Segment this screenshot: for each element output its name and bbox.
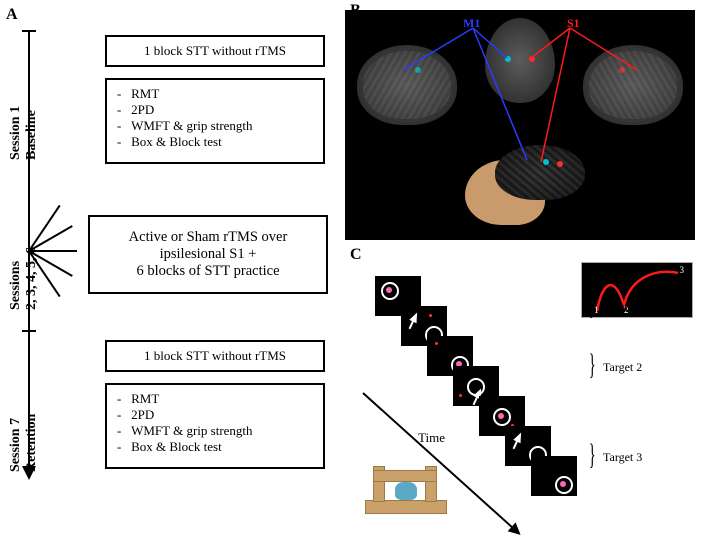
- assess-item: - Box & Block test: [117, 134, 313, 150]
- box-rtms-practice: Active or Sham rTMS over ipsilesional S1…: [88, 215, 328, 294]
- assess-item: - Box & Block test: [117, 439, 313, 455]
- movement-arrow-icon: [513, 431, 524, 443]
- assess-item-text: Box & Block test: [131, 134, 222, 149]
- next-target-dot: [459, 394, 462, 397]
- m1-label: M1: [463, 16, 480, 31]
- box-assess-retention: - RMT - 2PD - WMFT & grip strength - Box…: [105, 383, 325, 469]
- assess-item: - 2PD: [117, 407, 313, 423]
- assess-item: - WMFT & grip strength: [117, 118, 313, 134]
- panel-a: Session 1Baseline Sessions2, 3, 4, 5, 6 …: [0, 0, 340, 523]
- cursor-dot: [498, 413, 504, 419]
- device-crossbar: [373, 470, 437, 482]
- brace-icon: }: [589, 290, 596, 320]
- assess-item-text: WMFT & grip strength: [131, 118, 252, 133]
- fan-line: [28, 205, 60, 252]
- timeline-tick-session7: [22, 330, 36, 332]
- assess-item-text: 2PD: [131, 102, 154, 117]
- side-label-session1: Session 1Baseline: [8, 106, 40, 160]
- s1-label: S1: [567, 16, 580, 31]
- device-mouse: [395, 482, 417, 500]
- task-step: [531, 456, 577, 496]
- box-assess-baseline: - RMT - 2PD - WMFT & grip strength - Box…: [105, 78, 325, 164]
- target-label: Target 2: [603, 360, 642, 375]
- device-base: [365, 500, 447, 514]
- assess-item-text: WMFT & grip strength: [131, 423, 252, 438]
- traj-num-3: 3: [680, 265, 685, 275]
- side-label-sessions-mid: Sessions2, 3, 4, 5, 6: [8, 247, 40, 310]
- assess-item: - WMFT & grip strength: [117, 423, 313, 439]
- box-mid-l3: 6 blocks of STT practice: [100, 263, 316, 280]
- box-mid-l1: Active or Sham rTMS over: [100, 229, 316, 246]
- box-stt-retention-text: 1 block STT without rTMS: [144, 348, 286, 364]
- side-label-session7-text: Session 7Retention: [8, 414, 39, 472]
- manipulandum-device: [365, 458, 445, 514]
- brace-icon: }: [589, 350, 596, 380]
- assess-item-text: Box & Block test: [131, 439, 222, 454]
- target-label: Target 1: [603, 300, 642, 315]
- box-stt-baseline: 1 block STT without rTMS: [105, 35, 325, 67]
- box-stt-baseline-text: 1 block STT without rTMS: [144, 43, 286, 59]
- assess-item: - RMT: [117, 391, 313, 407]
- timeline-tick-session1: [22, 30, 36, 32]
- next-target-dot: [429, 314, 432, 317]
- assess-item-text: RMT: [131, 391, 159, 406]
- side-label-session1-l1: Session 1Baseline: [8, 106, 39, 160]
- cursor-dot: [560, 481, 566, 487]
- brace-icon: }: [589, 440, 596, 470]
- assess-item-text: 2PD: [131, 407, 154, 422]
- movement-arrow-icon: [409, 311, 420, 323]
- target-label: Target 3: [603, 450, 642, 465]
- next-target-dot: [435, 342, 438, 345]
- box-mid-l2: ipsilesional S1 +: [100, 246, 316, 263]
- fan-line: [29, 250, 77, 252]
- cursor-dot: [386, 287, 392, 293]
- assess-item-text: RMT: [131, 86, 159, 101]
- panel-c: 1 2 3 }Target 1}Target 2}Target 3 Time: [345, 258, 697, 520]
- panel-b-lines: [345, 10, 695, 240]
- side-label-session7: Session 7Retention: [8, 414, 40, 472]
- assess-item: - RMT: [117, 86, 313, 102]
- time-label: Time: [418, 430, 445, 446]
- panel-b: M1 S1: [345, 10, 695, 240]
- assess-item: - 2PD: [117, 102, 313, 118]
- box-stt-retention: 1 block STT without rTMS: [105, 340, 325, 372]
